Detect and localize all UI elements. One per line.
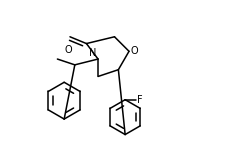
Text: O: O [131, 46, 139, 56]
Text: O: O [64, 45, 72, 56]
Text: N: N [89, 48, 96, 58]
Text: F: F [136, 95, 142, 105]
